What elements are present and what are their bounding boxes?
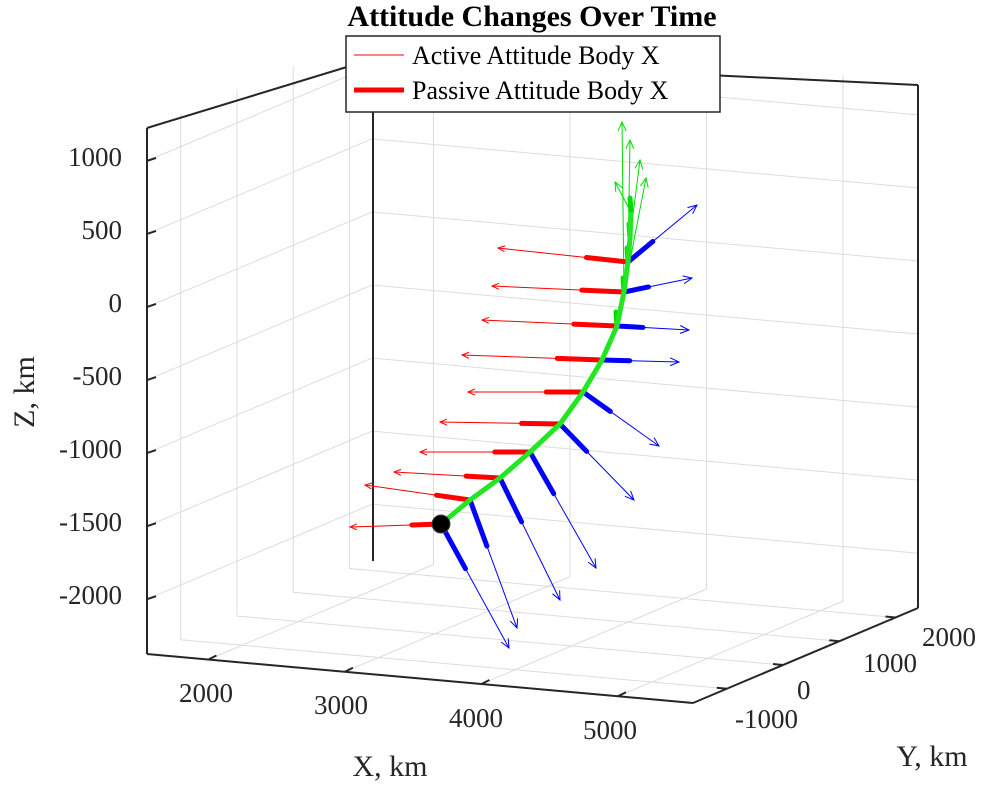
passive-body-y-vector: [599, 357, 633, 364]
z-tick-label: 0: [109, 288, 123, 318]
axes-box: [146, 58, 919, 704]
passive-body-y-vector: [580, 389, 613, 414]
passive-body-y-vector: [527, 449, 557, 497]
start-point-marker: [431, 514, 451, 534]
y-tick-label: -1000: [735, 704, 798, 734]
y-tick-label: 2000: [922, 622, 976, 652]
z-axis-label: Z, km: [8, 356, 41, 428]
z-tick-mark: [146, 522, 157, 528]
y-tick-mark: [829, 639, 840, 643]
z-tick-mark: [146, 229, 157, 235]
x-tick-labels: 2000 3000 4000 5000: [179, 678, 637, 745]
passive-body-y-vector: [557, 421, 590, 454]
active-body-z-vector: [622, 122, 624, 293]
x-tick-label: 2000: [179, 678, 233, 708]
z-grid-line: [146, 357, 919, 454]
x-axis-label: X, km: [353, 750, 428, 783]
z-tick-mark: [146, 156, 157, 162]
z-tick-mark: [146, 449, 157, 455]
grid-lines: [146, 38, 919, 697]
x-grid-line: [344, 50, 571, 673]
y-tick-label: 1000: [863, 648, 917, 678]
passive-body-y-vector: [497, 475, 525, 525]
x-tick-label: 4000: [449, 703, 503, 733]
x-tick-mark: [617, 691, 627, 698]
y-tick-label: 0: [797, 675, 811, 705]
legend-box: [345, 35, 721, 113]
passive-body-x-vector: [554, 355, 605, 363]
y-grid-line: [292, 66, 840, 642]
z-tick-label: -1500: [59, 507, 122, 537]
passive-body-x-vector: [579, 287, 627, 295]
z-tick-label: 1000: [68, 142, 122, 172]
chart-title: Attitude Changes Over Time: [347, 0, 716, 33]
top-left-edge: [146, 58, 374, 129]
passive-body-x-vector: [583, 255, 631, 265]
y-grid-line: [180, 113, 727, 690]
passive-body-x-vector: [519, 420, 563, 427]
y-axis-line: [692, 607, 919, 704]
passive-body-y-vector: [467, 497, 490, 549]
legend-label-active: Active Attitude Body X: [412, 41, 660, 70]
x-axis-line: [146, 653, 694, 704]
y-tick-labels: -1000 0 1000 2000: [735, 622, 976, 734]
z-tick-label: -2000: [59, 580, 122, 610]
y-grid-line: [236, 90, 784, 666]
x-grid-line: [481, 63, 707, 685]
passive-body-z-vector: [627, 195, 634, 215]
z-grid-line: [146, 138, 919, 235]
x-tick-label: 5000: [583, 715, 637, 745]
z-grid-line: [146, 284, 919, 381]
passive-body-x-vector: [571, 321, 620, 329]
tick-marks: [146, 156, 896, 698]
z-tick-labels: 1000 500 0 -500 -1000 -1500 -2000: [59, 142, 122, 610]
legend: Active Attitude Body X Passive Attitude …: [345, 35, 721, 113]
data-layer: [350, 122, 697, 648]
z-tick-mark: [146, 595, 157, 601]
trajectory-line: [439, 211, 634, 526]
x-tick-label: 3000: [314, 690, 368, 720]
passive-body-y-vector: [621, 284, 651, 295]
passive-body-x-vector: [433, 492, 473, 503]
z-tick-label: -500: [73, 361, 123, 391]
y-tick-mark: [885, 615, 896, 619]
x-grid-line: [208, 38, 434, 660]
passive-body-x-vector: [463, 473, 503, 481]
z-tick-label: 500: [82, 215, 123, 245]
z-tick-mark: [146, 376, 157, 381]
y-axis-label: Y, km: [896, 740, 967, 773]
z-grid-line: [146, 211, 919, 308]
z-grid-line: [146, 430, 919, 527]
y-grid-line: [349, 42, 896, 618]
x-tick-mark: [480, 679, 490, 685]
x-tick-mark: [207, 654, 217, 661]
legend-label-passive: Passive Attitude Body X: [412, 76, 669, 105]
passive-body-y-vector: [625, 238, 656, 265]
x-grid-line: [617, 75, 844, 697]
x-tick-mark: [344, 666, 354, 673]
z-tick-mark: [146, 303, 157, 308]
y-tick-mark: [716, 686, 727, 690]
z-tick-label: -1000: [59, 434, 122, 464]
y-tick-mark: [772, 663, 784, 666]
passive-body-y-vector: [614, 323, 646, 330]
